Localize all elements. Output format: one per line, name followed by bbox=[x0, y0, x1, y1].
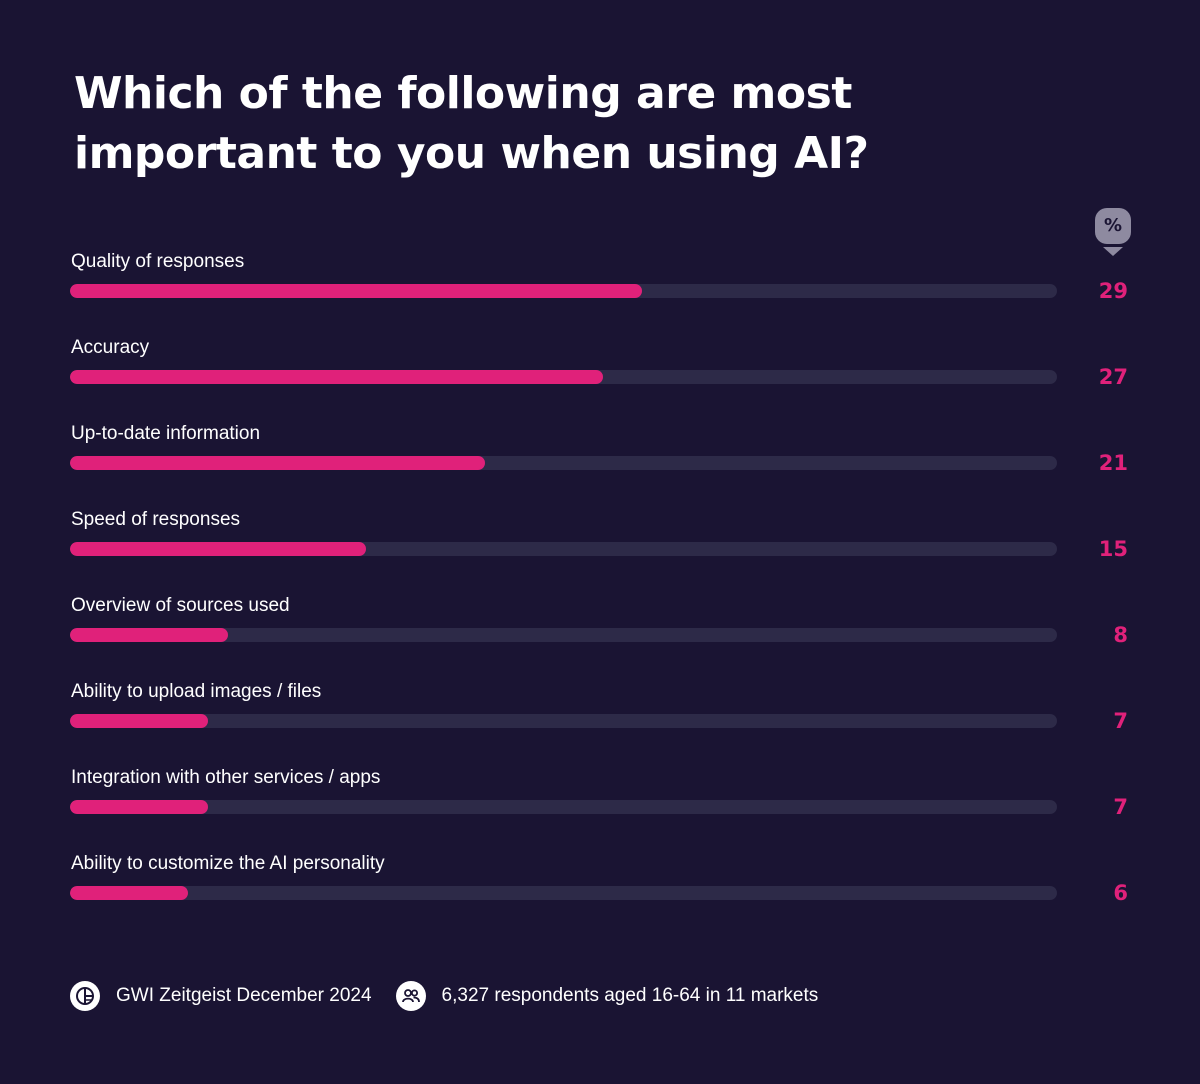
bar-label: Accuracy bbox=[71, 337, 150, 358]
bar-track bbox=[70, 542, 1057, 556]
bar-label: Speed of responses bbox=[71, 509, 241, 530]
chart-footer: GWI Zeitgeist December 2024 6,327 respon… bbox=[70, 981, 818, 1011]
bar-value-label: 27 bbox=[1098, 365, 1128, 389]
bar-label: Ability to customize the AI personality bbox=[71, 853, 385, 874]
bar-label: Up-to-date information bbox=[71, 423, 261, 444]
bar bbox=[70, 542, 366, 556]
bar bbox=[70, 714, 208, 728]
bar-label: Quality of responses bbox=[71, 251, 245, 272]
bar-track bbox=[70, 800, 1057, 814]
sort-arrow-icon bbox=[1103, 247, 1123, 256]
bar-value-label: 7 bbox=[1113, 709, 1128, 733]
bar-value-label: 7 bbox=[1113, 795, 1128, 819]
source-text: GWI Zeitgeist December 2024 bbox=[116, 985, 372, 1006]
people-icon bbox=[395, 981, 426, 1011]
bar-value-label: 15 bbox=[1098, 537, 1128, 561]
bar bbox=[70, 886, 188, 900]
bar bbox=[70, 628, 228, 642]
bar-label: Overview of sources used bbox=[71, 595, 290, 616]
bar-label: Ability to upload images / files bbox=[71, 681, 322, 702]
bar-value-label: 8 bbox=[1113, 623, 1128, 647]
respondents-text: 6,327 respondents aged 16-64 in 11 marke… bbox=[441, 985, 819, 1006]
bar bbox=[70, 800, 208, 814]
bar-track bbox=[70, 284, 1057, 298]
bar-value-label: 29 bbox=[1098, 279, 1128, 303]
gwi-logo-icon bbox=[70, 981, 100, 1011]
bar-track bbox=[70, 456, 1057, 470]
bar-track bbox=[70, 628, 1057, 642]
bar-value-label: 21 bbox=[1098, 451, 1128, 475]
bar-value-label: 6 bbox=[1113, 881, 1128, 905]
bar bbox=[70, 456, 485, 470]
bar bbox=[70, 284, 642, 298]
bar-label: Integration with other services / apps bbox=[71, 767, 381, 788]
bar-track bbox=[70, 714, 1057, 728]
bar-track bbox=[70, 886, 1057, 900]
chart-title: Which of the following are most importan… bbox=[74, 68, 869, 179]
unit-badge: % bbox=[1095, 208, 1131, 244]
bar bbox=[70, 370, 603, 384]
bar-track bbox=[70, 370, 1057, 384]
